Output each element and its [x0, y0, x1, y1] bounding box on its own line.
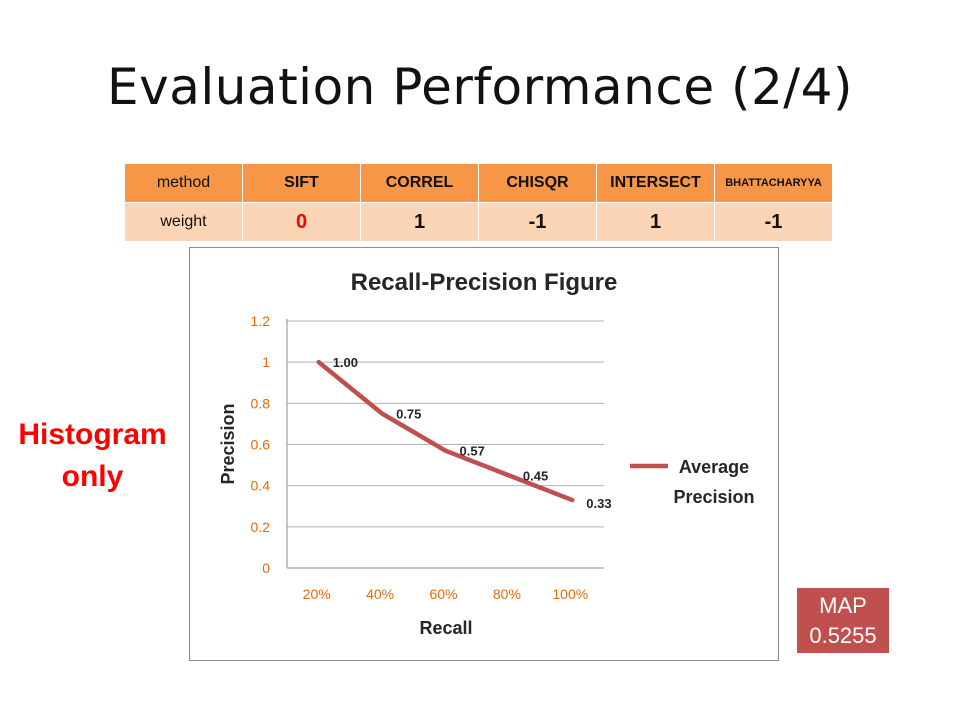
table-cell: 1: [596, 202, 715, 242]
table-header-cell: CORREL: [360, 163, 479, 203]
data-label: 0.57: [460, 444, 485, 459]
side-label-line: Histogram: [18, 418, 167, 451]
series-line-average-precision: [316, 359, 575, 503]
legend-label: Average: [679, 457, 749, 477]
y-tick-label: 1.2: [251, 313, 271, 329]
table-cell: -1: [478, 202, 597, 242]
table-header-cell: CHISQR: [478, 163, 597, 203]
x-axis-title: Recall: [419, 618, 472, 638]
map-label: MAP: [819, 593, 867, 618]
x-tick-label: 20%: [303, 586, 331, 602]
data-label: 0.75: [396, 407, 421, 422]
y-tick-label: 0: [262, 560, 270, 576]
table-header-cell: BHATTACHARYYA: [714, 163, 833, 203]
y-tick-label: 0.2: [251, 519, 271, 535]
x-tick-label: 40%: [366, 586, 394, 602]
x-tick-label: 60%: [429, 586, 457, 602]
table-header-cell: INTERSECT: [596, 163, 715, 203]
table-cell: 1: [360, 202, 479, 242]
y-tick-label: 0.8: [251, 395, 271, 411]
side-label-line: only: [61, 460, 124, 493]
data-label: 0.45: [523, 468, 548, 483]
map-value: 0.5255: [809, 623, 877, 648]
y-tick-label: 1: [262, 354, 270, 370]
table-header-cell: method: [124, 163, 243, 203]
chart-frame: Recall-Precision Figure 0 0.2 0.4 0.6 0.8 1 1.2…: [189, 247, 779, 661]
table-row: weight 0 1 -1 1 -1: [124, 202, 833, 242]
x-tick-label: 80%: [493, 586, 521, 602]
legend-label: Precision: [673, 487, 754, 507]
chart-title: Recall-Precision Figure: [351, 269, 618, 296]
y-tick-label: 0.4: [251, 478, 271, 494]
slide-title: Evaluation Performance (2/4): [107, 58, 853, 116]
data-label: 1.00: [333, 355, 358, 370]
histogram-only-label: Histogram only: [0, 414, 185, 498]
data-label: 0.33: [586, 496, 611, 511]
y-axis-title: Precision: [218, 403, 238, 484]
table-cell: 0: [242, 202, 361, 242]
method-weight-table: method SIFT CORREL CHISQR INTERSECT BHAT…: [124, 163, 833, 242]
table-header-cell: SIFT: [242, 163, 361, 203]
map-badge: MAP 0.5255: [797, 588, 889, 653]
table-cell: -1: [714, 202, 833, 242]
recall-precision-chart: Recall-Precision Figure 0 0.2 0.4 0.6 0.8 1 1.2…: [218, 269, 755, 638]
table-cell: weight: [124, 202, 243, 242]
x-tick-label: 100%: [552, 586, 588, 602]
table-header-row: method SIFT CORREL CHISQR INTERSECT BHAT…: [124, 163, 833, 203]
y-tick-label: 0.6: [251, 437, 271, 453]
